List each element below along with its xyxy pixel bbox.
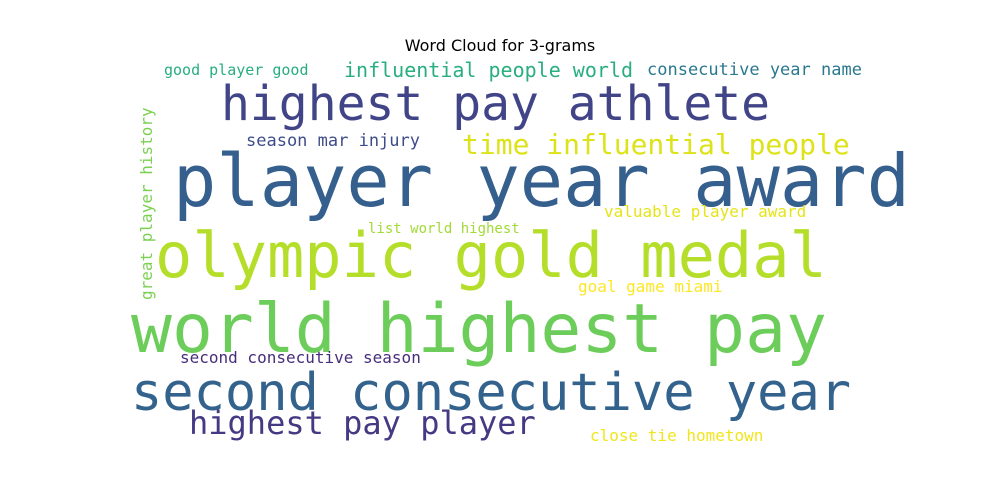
word-player-year-award: player year award — [173, 139, 910, 223]
word-season-mar-injury: season mar injury — [246, 131, 420, 151]
word-good-player-good: good player good — [164, 61, 309, 79]
chart-title: Word Cloud for 3-grams — [404, 36, 596, 55]
word-world-highest-pay: world highest pay — [131, 290, 827, 369]
word-highest-pay-athlete: highest pay athlete — [221, 76, 770, 132]
word-olympic-gold-medal: olympic gold medal — [155, 219, 827, 292]
word-consecutive-year-name: consecutive year name — [647, 60, 862, 80]
word-second-consecutive-season: second consecutive season — [180, 348, 421, 367]
word-time-influential-people: time influential people — [462, 128, 850, 161]
word-highest-pay-player: highest pay player — [189, 404, 536, 442]
word-second-consecutive-year: second consecutive year — [131, 363, 851, 423]
word-goal-game-miami: goal game miami — [578, 277, 723, 296]
word-influential-people-world: influential people world — [344, 58, 633, 82]
word-valuable-player-award: valuable player award — [604, 202, 806, 221]
word-close-tie-hometown: close tie hometown — [590, 426, 763, 445]
word-list-world-highest: list world highest — [368, 221, 520, 237]
word-great-player-history: great player history — [137, 107, 156, 300]
